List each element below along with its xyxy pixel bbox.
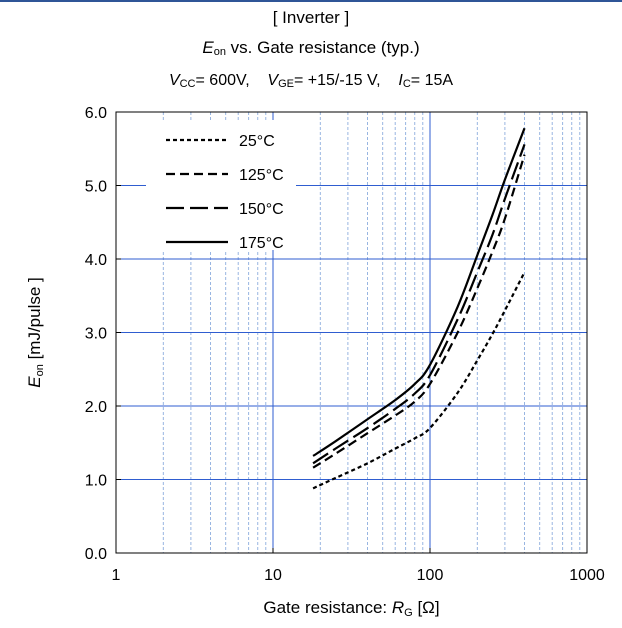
condition-vcc-symbol: V	[168, 72, 180, 89]
y-tick-label: 0.0	[85, 546, 107, 563]
condition-vge-symbol: V	[267, 72, 279, 89]
series-line-150C	[312, 143, 526, 465]
y-tick-label: 6.0	[85, 105, 107, 122]
x-tick-label: 1	[112, 567, 121, 584]
y-tick-label: 3.0	[85, 326, 107, 343]
subtitle-text: vs. Gate resistance (typ.)	[225, 38, 420, 57]
top-border	[0, 0, 622, 2]
series-line-175C	[312, 127, 526, 457]
grid-lines	[116, 112, 587, 553]
subtitle-symbol: E	[202, 38, 214, 57]
series-curves	[312, 127, 526, 490]
y-tick-label: 5.0	[85, 179, 107, 196]
x-axis-label: Gate resistance: RG [Ω]	[263, 598, 439, 619]
tick-labels: 1 10 100 1000 0.0 1.0 2.0 3.0 4.0 5.0 6.0	[85, 105, 605, 584]
series-line-125C	[312, 154, 526, 469]
condition-vcc-value: = 600V,	[195, 72, 250, 89]
x-axis-label-symbol: R	[392, 598, 404, 617]
legend: 25°C 125°C 150°C 175°C	[146, 120, 296, 252]
y-tick-label: 4.0	[85, 252, 107, 269]
legend-label: 150°C	[239, 201, 284, 218]
y-axis-label-unit: [mJ/pulse ]	[25, 277, 44, 364]
condition-vge-sub: GE	[278, 78, 294, 90]
y-axis-label: Eon [mJ/pulse ]	[25, 277, 46, 388]
x-axis-label-subscript: G	[404, 607, 413, 619]
x-tick-label: 10	[264, 567, 282, 584]
legend-label: 125°C	[239, 167, 284, 184]
y-tick-label: 1.0	[85, 473, 107, 490]
legend-label: 175°C	[239, 235, 284, 252]
y-tick-label: 2.0	[85, 399, 107, 416]
condition-vcc-sub: CC	[179, 78, 196, 90]
x-tick-label: 1000	[569, 567, 605, 584]
y-axis-label-symbol: E	[25, 376, 44, 388]
legend-background	[146, 120, 296, 250]
condition-ic-sub: C	[402, 78, 411, 90]
series-line-25C	[312, 271, 526, 490]
x-axis-label-text: Gate resistance:	[263, 598, 392, 617]
condition-ic-symbol: I	[398, 72, 403, 89]
condition-vge-value: = +15/-15 V,	[294, 72, 381, 89]
subtitle-symbol-subscript: on	[213, 46, 226, 58]
x-tick-label: 100	[417, 567, 444, 584]
condition-ic-value: = 15A	[410, 72, 454, 89]
y-axis-label-subscript: on	[34, 364, 46, 376]
chart-title: [ Inverter ]	[272, 8, 350, 27]
test-conditions: VCC= 600V, VGE= +15/-15 V, IC= 15A	[0, 72, 622, 90]
chart-subtitle: Eon vs. Gate resistance (typ.)	[0, 38, 622, 58]
legend-label: 25°C	[239, 133, 275, 150]
x-axis-label-unit: [Ω]	[413, 598, 440, 617]
